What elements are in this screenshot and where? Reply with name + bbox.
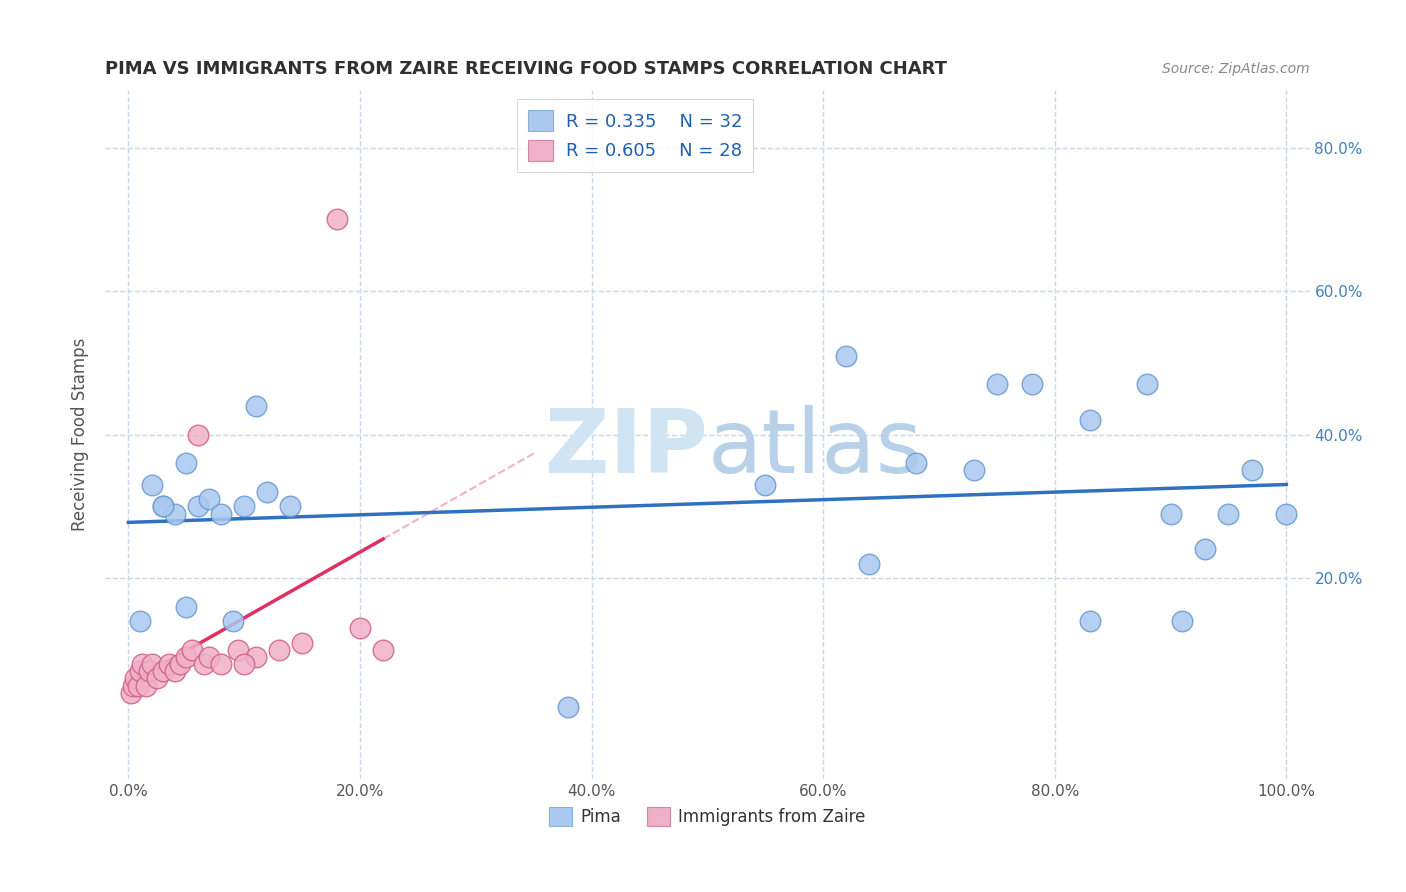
Point	[120, 686, 142, 700]
Point	[371, 642, 394, 657]
Point	[127, 679, 149, 693]
Point	[141, 478, 163, 492]
Point	[1194, 542, 1216, 557]
Point	[349, 621, 371, 635]
Point	[146, 672, 169, 686]
Point	[187, 500, 209, 514]
Point	[198, 492, 221, 507]
Point	[131, 657, 153, 672]
Point	[181, 642, 204, 657]
Point	[754, 478, 776, 492]
Point	[1078, 614, 1101, 628]
Point	[904, 456, 927, 470]
Point	[245, 399, 267, 413]
Point	[291, 635, 314, 649]
Point	[280, 500, 302, 514]
Point	[135, 679, 157, 693]
Point	[141, 657, 163, 672]
Point	[198, 650, 221, 665]
Text: Source: ZipAtlas.com: Source: ZipAtlas.com	[1161, 62, 1309, 77]
Point	[169, 657, 191, 672]
Point	[256, 485, 278, 500]
Point	[557, 700, 579, 714]
Legend: Pima, Immigrants from Zaire: Pima, Immigrants from Zaire	[543, 800, 872, 832]
Point	[1275, 507, 1298, 521]
Point	[267, 642, 290, 657]
Point	[209, 657, 232, 672]
Point	[326, 212, 349, 227]
Point	[174, 456, 197, 470]
Text: atlas: atlas	[707, 405, 922, 491]
Point	[1160, 507, 1182, 521]
Point	[152, 500, 174, 514]
Point	[174, 599, 197, 614]
Point	[187, 427, 209, 442]
Text: ZIP: ZIP	[544, 405, 707, 491]
Point	[233, 500, 256, 514]
Point	[858, 557, 880, 571]
Point	[1021, 377, 1043, 392]
Point	[138, 665, 160, 679]
Point	[152, 500, 174, 514]
Point	[1136, 377, 1159, 392]
Point	[835, 349, 858, 363]
Point	[233, 657, 256, 672]
Point	[221, 614, 243, 628]
Point	[163, 665, 186, 679]
Point	[163, 507, 186, 521]
Point	[129, 614, 152, 628]
Point	[1171, 614, 1194, 628]
Y-axis label: Receiving Food Stamps: Receiving Food Stamps	[72, 338, 89, 532]
Point	[152, 665, 174, 679]
Point	[209, 507, 232, 521]
Point	[129, 665, 152, 679]
Point	[228, 642, 250, 657]
Point	[157, 657, 180, 672]
Point	[174, 650, 197, 665]
Point	[1218, 507, 1240, 521]
Text: PIMA VS IMMIGRANTS FROM ZAIRE RECEIVING FOOD STAMPS CORRELATION CHART: PIMA VS IMMIGRANTS FROM ZAIRE RECEIVING …	[105, 60, 948, 78]
Point	[1240, 463, 1263, 477]
Point	[963, 463, 986, 477]
Point	[124, 672, 146, 686]
Point	[245, 650, 267, 665]
Point	[986, 377, 1008, 392]
Point	[1078, 413, 1101, 427]
Point	[122, 679, 145, 693]
Point	[193, 657, 215, 672]
